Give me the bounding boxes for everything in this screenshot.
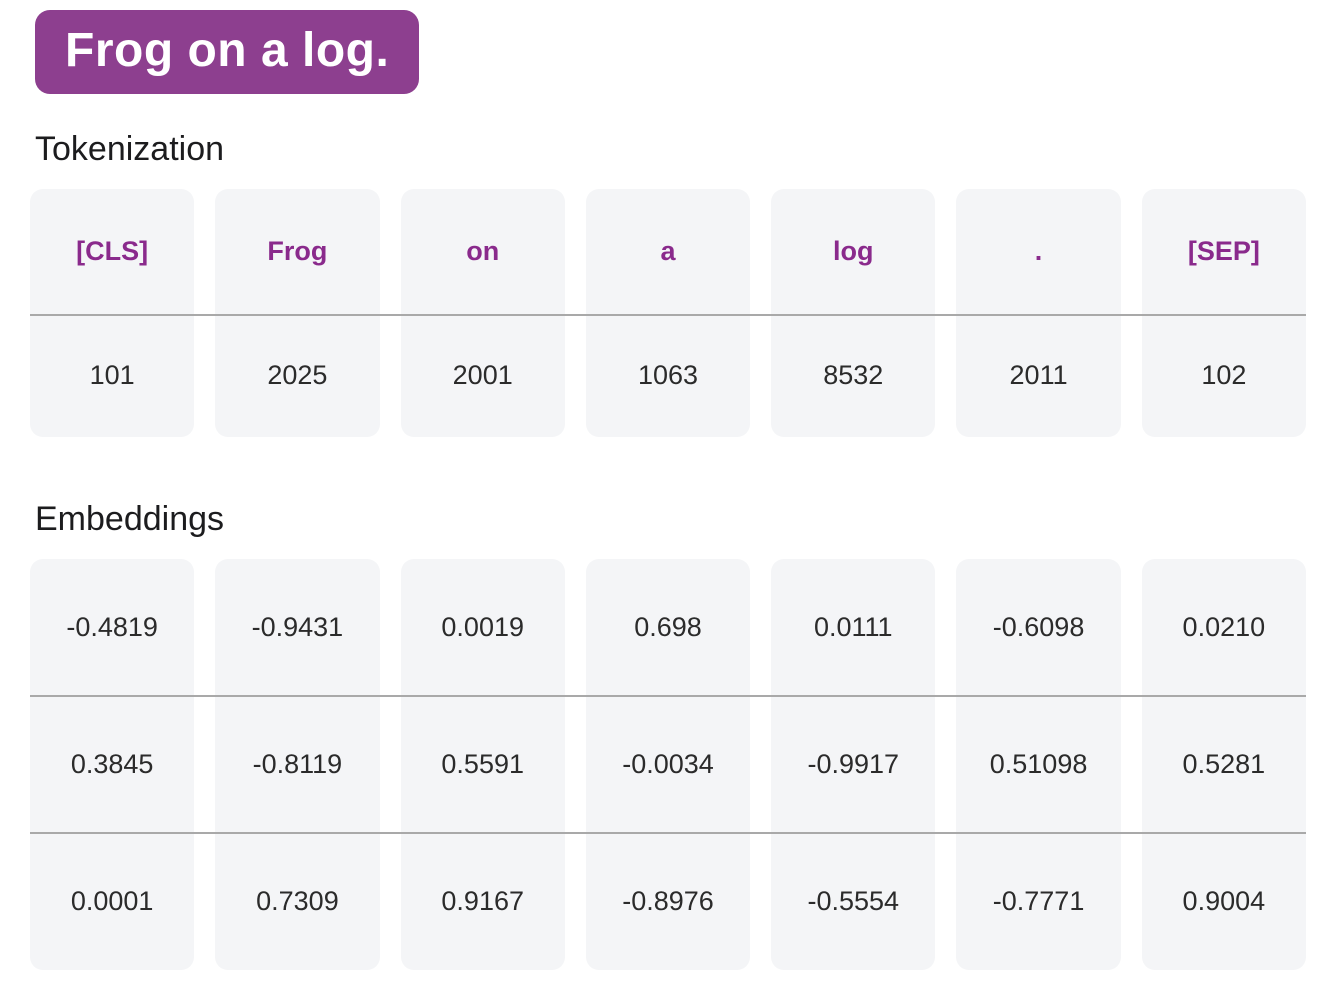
token-column: a 1063 xyxy=(585,188,751,437)
token-id: 2025 xyxy=(267,360,328,391)
token-column: . 2011 xyxy=(956,188,1121,437)
token-label: log xyxy=(833,236,874,267)
token-id: 8532 xyxy=(823,360,884,391)
embedding-value: -0.6098 xyxy=(992,611,1085,642)
embedding-value: 0.698 xyxy=(634,611,702,642)
embedding-value: 0.51098 xyxy=(989,748,1088,779)
tokenization-heading: Tokenization xyxy=(35,130,225,168)
embedding-value: 0.9004 xyxy=(1182,885,1266,916)
token-column: [SEP] 102 xyxy=(1141,188,1306,437)
embedding-value: -0.8976 xyxy=(622,885,714,916)
embedding-value: 0.0019 xyxy=(441,611,524,642)
token-label: . xyxy=(1034,236,1043,267)
token-id: 1063 xyxy=(637,360,699,391)
token-column: [CLS] 101 xyxy=(30,188,195,437)
token-id: 101 xyxy=(89,360,135,391)
token-label: [SEP] xyxy=(1187,236,1260,267)
embedding-column: -0.4819 0.3845 0.0001 xyxy=(30,558,195,970)
token-id: 102 xyxy=(1201,360,1247,391)
embedding-value: 0.3845 xyxy=(70,748,154,779)
sentence-badge: Frog on a log. xyxy=(35,10,420,94)
embedding-value: -0.0034 xyxy=(622,748,714,779)
embedding-value: 0.7309 xyxy=(256,885,339,916)
embedding-value: -0.9431 xyxy=(251,611,344,642)
embedding-value: 0.0001 xyxy=(70,885,154,916)
embedding-column: 0.0210 0.5281 0.9004 xyxy=(1141,558,1306,970)
token-id: 2001 xyxy=(452,360,513,391)
embedding-column: -0.9431 -0.8119 0.7309 xyxy=(215,558,380,970)
embedding-value: -0.5554 xyxy=(807,885,900,916)
embedding-value: -0.4819 xyxy=(66,611,158,642)
embedding-value: 0.0210 xyxy=(1182,611,1266,642)
embeddings-heading: Embeddings xyxy=(35,499,225,538)
token-label: on xyxy=(466,236,500,267)
embeddings-grid: -0.4819 0.3845 0.0001 -0.9431 -0.8119 0.… xyxy=(30,558,1306,970)
embedding-column: 0.0111 -0.9917 -0.5554 xyxy=(771,558,936,970)
token-id: 2011 xyxy=(1009,360,1068,391)
embedding-value: -0.8119 xyxy=(252,748,343,779)
tokenization-grid: [CLS] 101 Frog 2025 on 2001 a 1063 log 8… xyxy=(30,188,1306,437)
token-label: a xyxy=(660,236,676,267)
token-column: on 2001 xyxy=(400,188,565,437)
token-column: log 8532 xyxy=(771,188,936,437)
token-label: Frog xyxy=(267,236,328,267)
token-column: Frog 2025 xyxy=(215,188,380,437)
embedding-column: 0.698 -0.0034 -0.8976 xyxy=(585,558,751,970)
embedding-value: 0.5281 xyxy=(1182,748,1266,779)
embedding-value: 0.5591 xyxy=(441,748,524,779)
token-label: [CLS] xyxy=(76,236,149,267)
embedding-column: 0.0019 0.5591 0.9167 xyxy=(400,558,565,970)
embedding-column: -0.6098 0.51098 -0.7771 xyxy=(956,558,1121,970)
embedding-value: 0.9167 xyxy=(441,885,524,916)
embedding-value: 0.0111 xyxy=(813,611,893,642)
sentence-text: Frog on a log. xyxy=(65,24,390,77)
embedding-value: -0.9917 xyxy=(807,748,900,779)
embedding-value: -0.7771 xyxy=(992,885,1085,916)
